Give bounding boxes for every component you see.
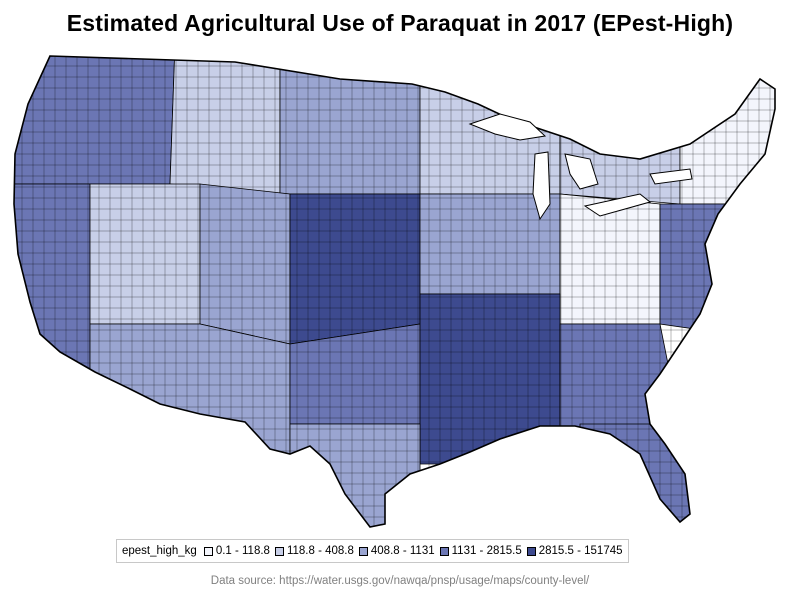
map-region <box>289 193 421 345</box>
legend-label: 118.8 - 408.8 <box>286 545 354 557</box>
choropleth-map <box>0 44 800 534</box>
legend-swatch <box>358 546 368 556</box>
map-region <box>89 183 201 325</box>
map-title: Estimated Agricultural Use of Paraquat i… <box>66 10 734 36</box>
legend-item-class-2: 118.8 - 408.8 <box>274 545 354 557</box>
data-source-note: Data source: https://water.usgs.gov/nawq… <box>210 575 590 587</box>
map-region <box>89 323 291 465</box>
lake-superior <box>468 113 547 141</box>
map-region <box>14 56 176 185</box>
legend-item-class-5: 2815.5 - 151745 <box>526 545 623 557</box>
lake-huron <box>564 153 599 190</box>
legend-swatch <box>526 546 536 556</box>
map-region <box>279 56 421 195</box>
map-region <box>14 183 91 375</box>
map-legend: epest_high_kg 0.1 - 118.8 118.8 - 408.8 … <box>116 539 629 563</box>
map-region <box>289 423 421 527</box>
legend-label: 2815.5 - 151745 <box>538 545 623 557</box>
legend-label: 408.8 - 1131 <box>370 545 435 557</box>
legend-item-class-4: 1131 - 2815.5 <box>439 545 522 557</box>
map-region <box>679 56 775 205</box>
us-outline <box>13 55 776 528</box>
lake-michigan <box>532 151 551 221</box>
legend-swatch <box>274 546 284 556</box>
legend-label: 0.1 - 118.8 <box>215 545 270 557</box>
lake-erie <box>583 193 652 217</box>
lake-ontario <box>649 168 693 185</box>
legend-swatch <box>203 546 213 556</box>
map-region <box>659 203 775 345</box>
legend-swatch <box>439 546 449 556</box>
legend-item-class-1: 0.1 - 118.8 <box>203 545 270 557</box>
legend-item-class-3: 408.8 - 1131 <box>358 545 435 557</box>
legend-label: 1131 - 2815.5 <box>451 545 522 557</box>
legend-title: epest_high_kg <box>122 545 197 557</box>
